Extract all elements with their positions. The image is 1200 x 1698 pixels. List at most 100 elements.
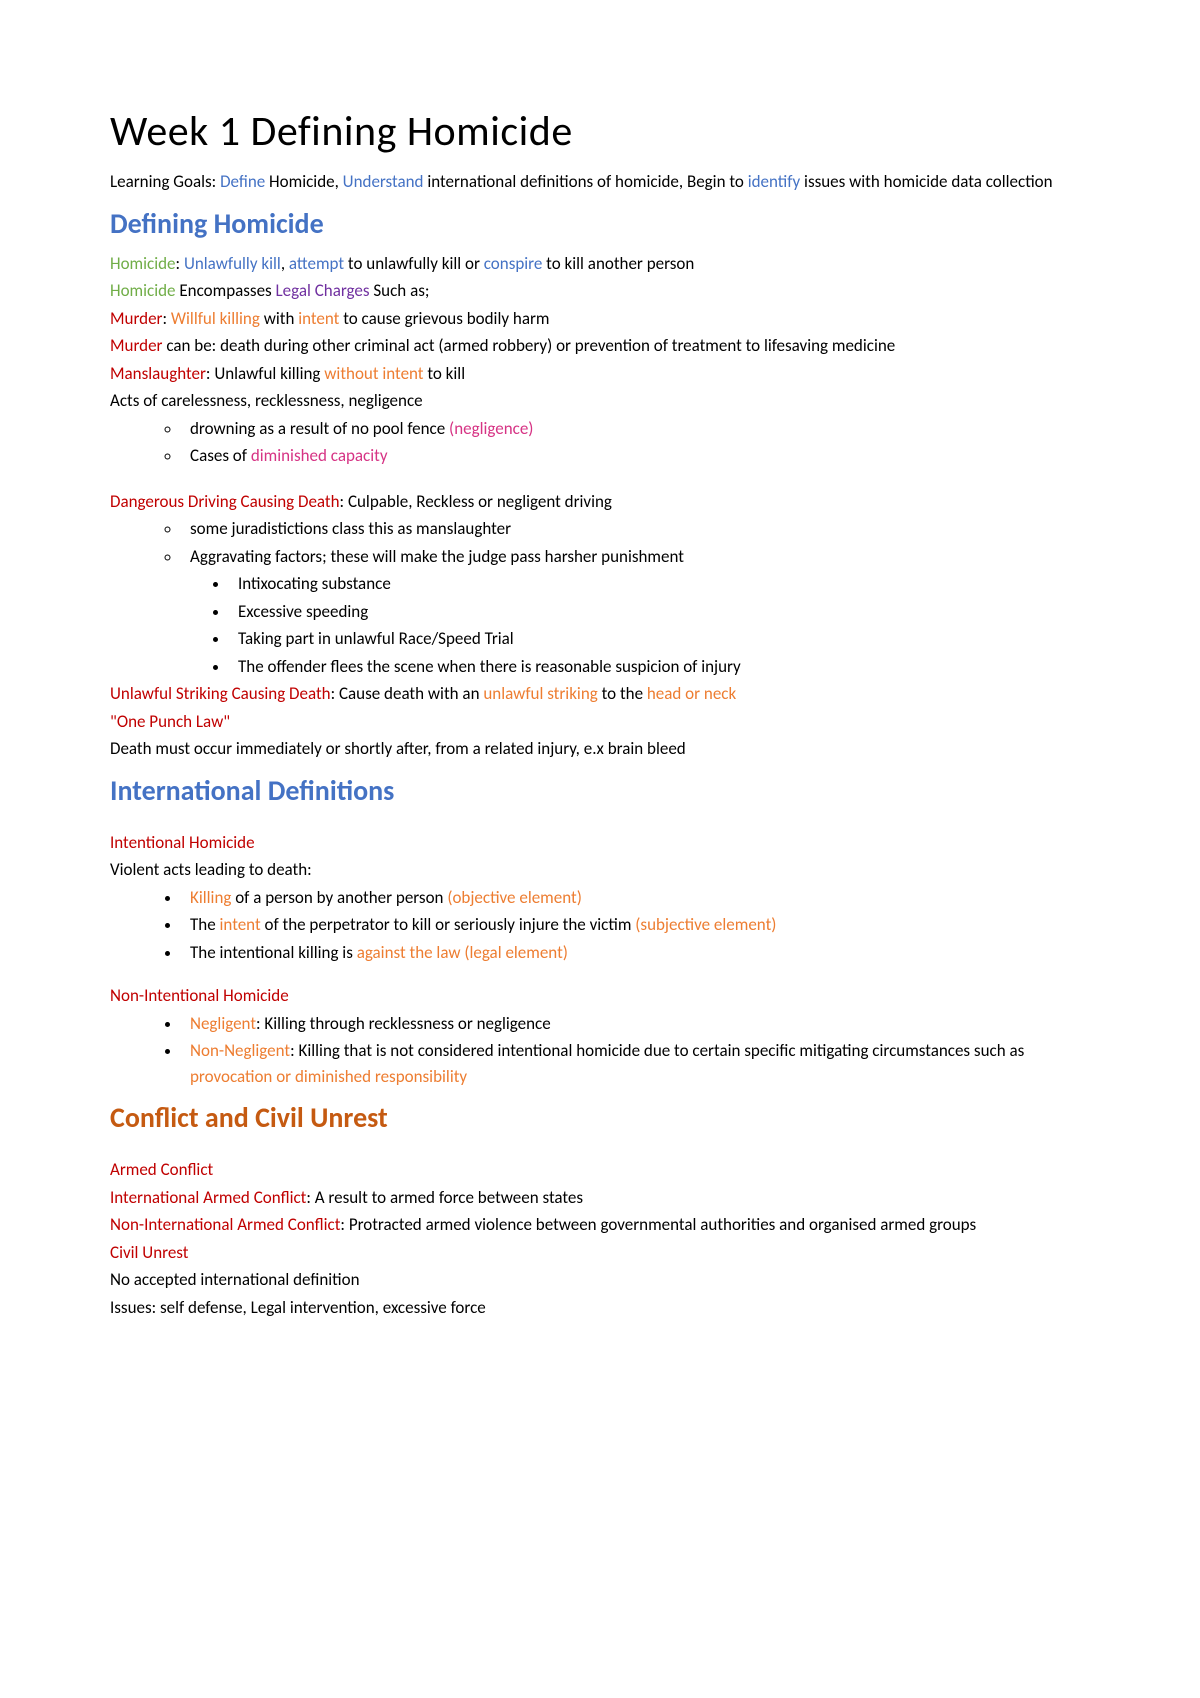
subheading-armed-conflict: Armed Conflict — [110, 1157, 1090, 1183]
text: to kill — [424, 363, 466, 384]
list-item: Aggravating factors; these will make the… — [182, 544, 1090, 680]
term: Murder — [110, 308, 162, 329]
phrase: (negligence) — [449, 418, 533, 439]
text: of the perpetrator to kill or seriously … — [261, 914, 636, 935]
phrase: Negligent — [190, 1013, 256, 1034]
bullet-list: Negligent: Killing through recklessness … — [182, 1011, 1090, 1090]
text: : Culpable, Reckless or negligent drivin… — [340, 491, 612, 512]
text: : Cause death with an — [331, 683, 484, 704]
definition-manslaughter: Manslaughter: Unlawful killing without i… — [110, 361, 1090, 387]
term: Homicide — [110, 253, 176, 274]
phrase: Willful killing — [171, 308, 260, 329]
learning-goals: Learning Goals: Define Homicide, Underst… — [110, 169, 1090, 195]
text: to the — [598, 683, 647, 704]
phrase: (subjective element) — [635, 914, 776, 935]
definition-murder: Murder: Willful killing with intent to c… — [110, 306, 1090, 332]
bullet-list: drowning as a result of no pool fence (n… — [182, 416, 1090, 469]
line-no-definition: No accepted international definition — [110, 1267, 1090, 1293]
list-item: Killing of a person by another person (o… — [182, 885, 1090, 911]
keyword-understand: Understand — [343, 171, 424, 192]
phrase: without intent — [324, 363, 423, 384]
term: Homicide — [110, 280, 176, 301]
line-death-occur: Death must occur immediately or shortly … — [110, 736, 1090, 762]
section-heading-conflict: Conflict and Civil Unrest — [110, 1097, 1090, 1139]
text: The — [190, 914, 220, 935]
text: international definitions of homicide, B… — [424, 171, 748, 192]
text: to kill another person — [542, 253, 694, 274]
line-issues: Issues: self defense, Legal intervention… — [110, 1295, 1090, 1321]
text: : — [162, 308, 170, 329]
term: Non-International Armed Conflict — [110, 1214, 340, 1235]
definition-homicide: Homicide: Unlawfully kill, attempt to un… — [110, 251, 1090, 277]
line-acts: Acts of carelessness, recklessness, negl… — [110, 388, 1090, 414]
list-item: Non-Negligent: Killing that is not consi… — [182, 1038, 1090, 1089]
term: International Armed Conflict — [110, 1187, 306, 1208]
phrase: Legal Charges — [276, 280, 370, 301]
keyword-define: Define — [220, 171, 265, 192]
text: can be: death during other criminal act … — [162, 335, 895, 356]
list-item: The intentional killing is against the l… — [182, 940, 1090, 966]
text: : A result to armed force between states — [306, 1187, 583, 1208]
text: : — [176, 253, 184, 274]
phrase: (objective element) — [447, 887, 582, 908]
list-item: The intent of the perpetrator to kill or… — [182, 912, 1090, 938]
text: : Killing through recklessness or neglig… — [256, 1013, 551, 1034]
subheading-non-intentional: Non-Intentional Homicide — [110, 983, 1090, 1009]
text: to cause grievous bodily harm — [339, 308, 549, 329]
bullet-list: some juradistictions class this as mansl… — [182, 516, 1090, 679]
phrase: head or neck — [647, 683, 736, 704]
line-international-conflict: International Armed Conflict: A result t… — [110, 1185, 1090, 1211]
list-item: some juradistictions class this as mansl… — [182, 516, 1090, 542]
list-item: Excessive speeding — [230, 599, 1090, 625]
text: Cases of — [190, 445, 251, 466]
phrase: conspire — [484, 253, 543, 274]
term: Unlawful Striking Causing Death — [110, 683, 331, 704]
list-item: drowning as a result of no pool fence (n… — [182, 416, 1090, 442]
phrase: unlawful striking — [483, 683, 597, 704]
phrase: Unlawfully kill — [184, 253, 281, 274]
text: with — [260, 308, 298, 329]
phrase: Non-Negligent — [190, 1040, 290, 1061]
subheading-intentional: Intentional Homicide — [110, 830, 1090, 856]
phrase: intent — [298, 308, 339, 329]
list-item: Negligent: Killing through recklessness … — [182, 1011, 1090, 1037]
line-non-international-conflict: Non-International Armed Conflict: Protra… — [110, 1212, 1090, 1238]
phrase: (legal element) — [464, 942, 568, 963]
text: Such as; — [370, 280, 430, 301]
page-title: Week 1 Defining Homicide — [110, 100, 1090, 163]
subheading-civil-unrest: Civil Unrest — [110, 1240, 1090, 1266]
phrase: attempt — [289, 253, 344, 274]
text: The intentional killing is — [190, 942, 357, 963]
term: Murder — [110, 335, 162, 356]
term: Dangerous Driving Causing Death — [110, 491, 340, 512]
list-item: Taking part in unlawful Race/Speed Trial — [230, 626, 1090, 652]
text: Homicide, — [265, 171, 342, 192]
definition-dangerous-driving: Dangerous Driving Causing Death: Culpabl… — [110, 489, 1090, 515]
text: Encompasses — [176, 280, 276, 301]
section-heading-defining: Defining Homicide — [110, 203, 1090, 245]
text: drowning as a result of no pool fence — [190, 418, 449, 439]
line-encompasses: Homicide Encompasses Legal Charges Such … — [110, 278, 1090, 304]
phrase: intent — [220, 914, 261, 935]
phrase: diminished capacity — [251, 445, 388, 466]
list-item: Cases of diminished capacity — [182, 443, 1090, 469]
text: to unlawfully kill or — [344, 253, 484, 274]
text: , — [281, 253, 289, 274]
phrase: Killing — [190, 887, 231, 908]
text: issues with homicide data collection — [800, 171, 1052, 192]
phrase: provocation or diminished responsibility — [190, 1066, 467, 1087]
text: Aggravating factors; these will make the… — [190, 546, 684, 567]
bullet-list: Killing of a person by another person (o… — [182, 885, 1090, 966]
phrase: against the law — [357, 942, 461, 963]
line-violent-acts: Violent acts leading to death: — [110, 857, 1090, 883]
section-heading-international: International Definitions — [110, 770, 1090, 812]
nested-bullet-list: Intixocating substance Excessive speedin… — [230, 571, 1090, 679]
list-item: Intixocating substance — [230, 571, 1090, 597]
text: of a person by another person — [231, 887, 447, 908]
text: : Protracted armed violence between gove… — [340, 1214, 976, 1235]
text: : Unlawful killing — [206, 363, 324, 384]
definition-unlawful-striking: Unlawful Striking Causing Death: Cause d… — [110, 681, 1090, 707]
text: Learning Goals: — [110, 171, 220, 192]
list-item: The offender flees the scene when there … — [230, 654, 1090, 680]
line-murder-examples: Murder can be: death during other crimin… — [110, 333, 1090, 359]
